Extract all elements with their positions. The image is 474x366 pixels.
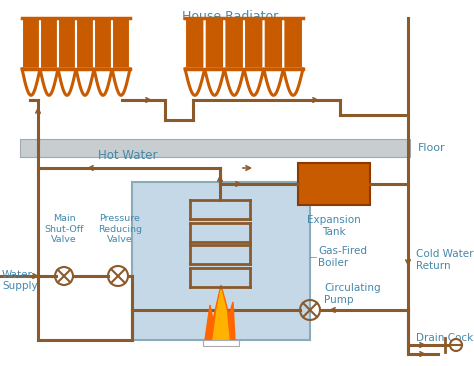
- Bar: [203, 340, 239, 346]
- FancyBboxPatch shape: [40, 18, 58, 69]
- FancyBboxPatch shape: [283, 18, 303, 69]
- Bar: [20, 139, 410, 157]
- FancyBboxPatch shape: [244, 18, 264, 69]
- Text: Circulating
Pump: Circulating Pump: [324, 283, 381, 305]
- Text: Cold Water
Return: Cold Water Return: [416, 249, 474, 271]
- FancyBboxPatch shape: [185, 18, 205, 69]
- Text: House Radiator: House Radiator: [182, 10, 278, 23]
- Text: Drain Cock: Drain Cock: [416, 333, 473, 343]
- Text: Expansion
Tank: Expansion Tank: [307, 215, 361, 236]
- Bar: [298, 163, 370, 205]
- FancyBboxPatch shape: [94, 18, 112, 69]
- Bar: [132, 182, 310, 340]
- Text: Floor: Floor: [418, 143, 446, 153]
- FancyBboxPatch shape: [112, 18, 130, 69]
- Circle shape: [450, 339, 462, 351]
- Text: Supply: Supply: [2, 281, 37, 291]
- FancyBboxPatch shape: [22, 18, 40, 69]
- FancyBboxPatch shape: [76, 18, 94, 69]
- FancyBboxPatch shape: [205, 18, 224, 69]
- Text: Water: Water: [2, 270, 33, 280]
- Text: Hot Water: Hot Water: [98, 149, 158, 162]
- Text: Main
Shut-Off
Valve: Main Shut-Off Valve: [44, 214, 84, 244]
- FancyBboxPatch shape: [264, 18, 283, 69]
- Text: Pressure
Reducing
Valve: Pressure Reducing Valve: [98, 214, 142, 244]
- FancyBboxPatch shape: [58, 18, 76, 69]
- Text: Gas-Fired
Boiler: Gas-Fired Boiler: [318, 246, 367, 268]
- Polygon shape: [205, 285, 235, 340]
- Polygon shape: [213, 290, 229, 340]
- FancyBboxPatch shape: [224, 18, 244, 69]
